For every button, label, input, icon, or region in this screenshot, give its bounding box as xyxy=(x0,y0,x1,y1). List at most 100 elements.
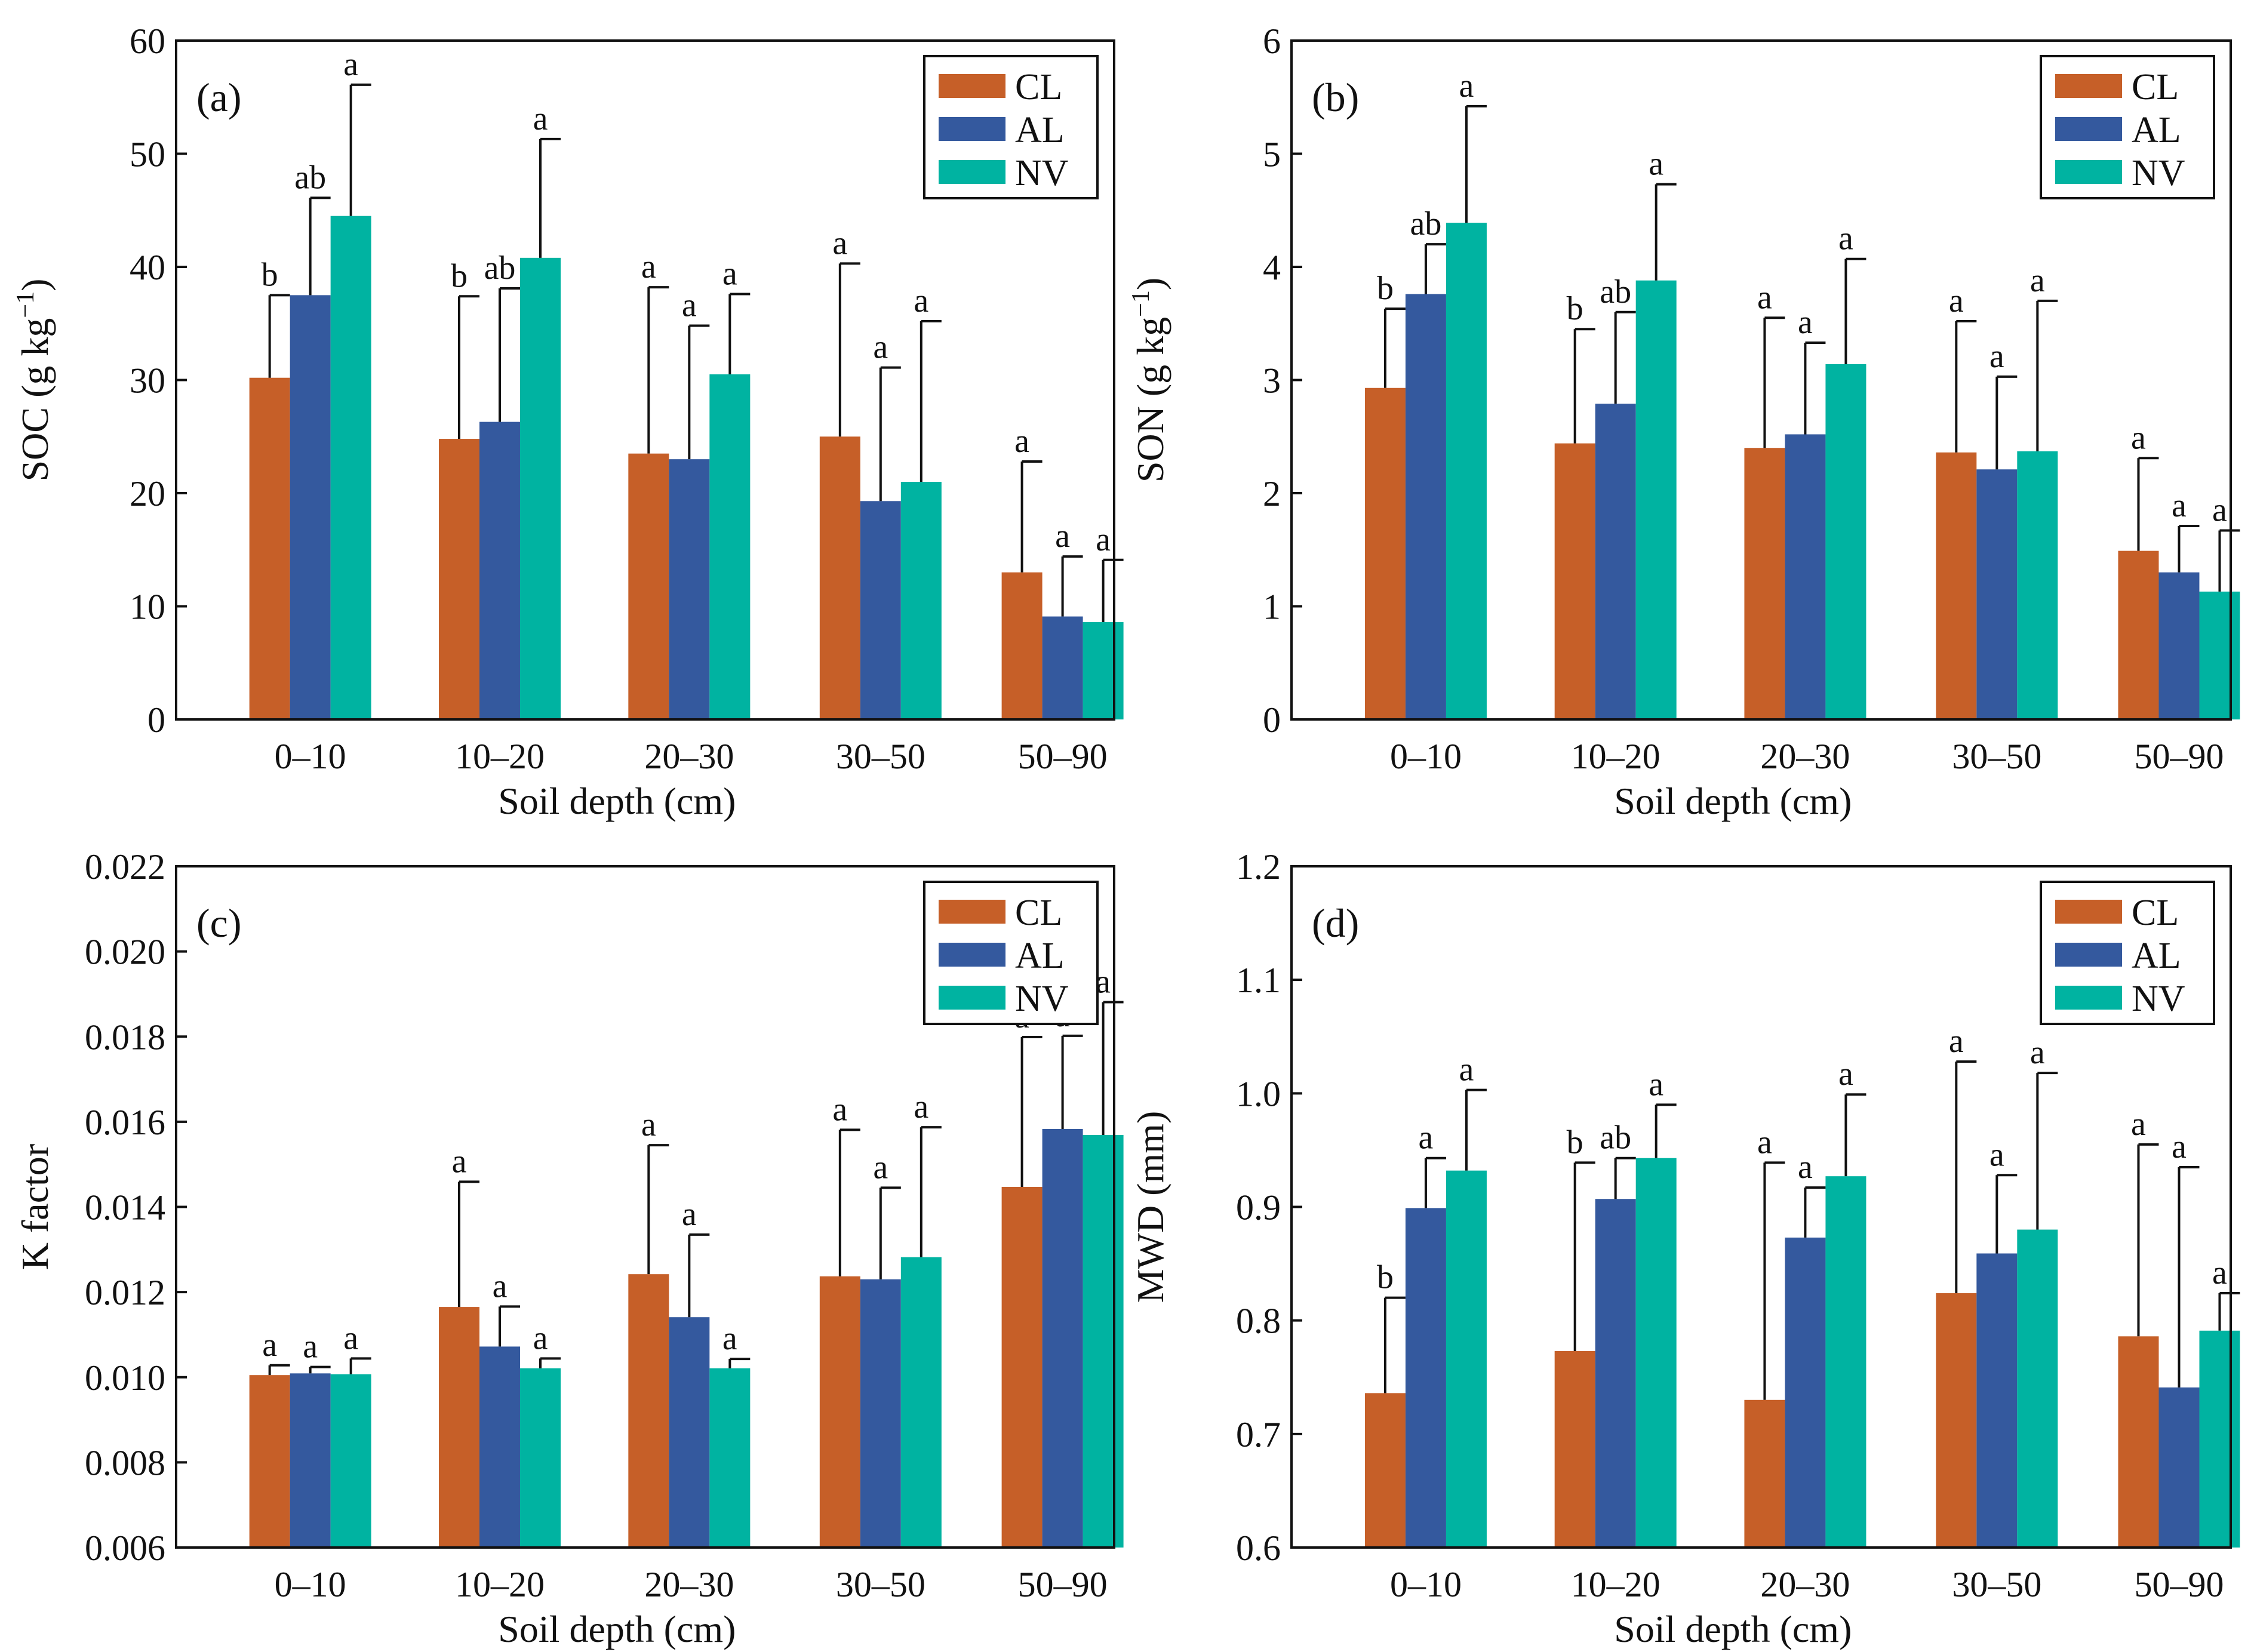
significance-letter: a xyxy=(1757,1124,1772,1161)
x-tick-label: 0–10 xyxy=(1390,737,1462,776)
significance-letter: a xyxy=(262,1327,277,1364)
y-tick-label: 0 xyxy=(147,700,165,740)
bar-NV-4 xyxy=(2199,591,2240,719)
bar-AL-2 xyxy=(1785,434,1826,719)
legend-swatch-AL xyxy=(2055,943,2122,967)
bar-NV-2 xyxy=(709,1368,751,1548)
significance-letter: ab xyxy=(294,159,326,196)
significance-letter: a xyxy=(1798,304,1813,341)
legend-swatch-NV xyxy=(2055,160,2122,184)
bar-AL-0 xyxy=(290,1373,331,1548)
bar-CL-2 xyxy=(628,1274,669,1548)
significance-letter: a xyxy=(2030,262,2045,299)
significance-letter: a xyxy=(452,1143,467,1180)
y-tick-label: 6 xyxy=(1263,21,1281,61)
bar-AL-4 xyxy=(2158,1387,2200,1548)
x-tick-label: 30–50 xyxy=(836,1565,925,1604)
bar-NV-2 xyxy=(709,374,751,719)
significance-letter: a xyxy=(1096,521,1111,558)
panel-c: aaaaaaaaaaaaaaa0.0060.0080.0100.0120.014… xyxy=(14,847,1124,1650)
y-axis-title: MWD (mm) xyxy=(1129,1111,1171,1303)
significance-letter: ab xyxy=(1410,205,1442,242)
bar-AL-2 xyxy=(669,459,710,719)
bar-NV-3 xyxy=(900,482,942,719)
y-tick-label: 3 xyxy=(1263,361,1281,401)
bar-CL-2 xyxy=(1744,448,1785,719)
legend-swatch-CL xyxy=(939,900,1005,924)
panel-label: (b) xyxy=(1312,75,1359,120)
significance-letter: a xyxy=(1459,67,1474,104)
bar-NV-0 xyxy=(1446,223,1487,720)
significance-letter: a xyxy=(1949,282,1964,319)
significance-letter: a xyxy=(682,287,697,324)
y-axis-title: K factor xyxy=(14,1144,56,1270)
significance-letter: b xyxy=(451,257,468,294)
significance-letter: a xyxy=(1798,1149,1813,1186)
legend-label-NV: NV xyxy=(2132,153,2185,193)
bar-AL-1 xyxy=(479,1346,520,1548)
bar-CL-4 xyxy=(1001,1186,1043,1548)
bar-NV-3 xyxy=(900,1257,942,1548)
legend-swatch-NV xyxy=(2055,986,2122,1010)
bar-AL-4 xyxy=(2158,572,2200,719)
significance-letter: ab xyxy=(1600,273,1631,310)
x-tick-label: 20–30 xyxy=(644,737,734,776)
significance-letter: a xyxy=(1838,1056,1853,1093)
significance-letter: ab xyxy=(484,250,516,287)
legend-label-AL: AL xyxy=(2132,110,2181,150)
bar-NV-4 xyxy=(1083,1134,1124,1548)
significance-letter: a xyxy=(1649,1066,1663,1103)
bar-NV-1 xyxy=(1635,1158,1677,1548)
y-tick-label: 0 xyxy=(1263,700,1281,740)
bar-CL-3 xyxy=(1936,1293,1977,1548)
significance-letter: a xyxy=(1989,1136,2004,1173)
bar-CL-1 xyxy=(1554,1351,1595,1548)
significance-letter: a xyxy=(533,1319,548,1356)
bar-NV-0 xyxy=(330,1374,371,1548)
y-tick-label: 50 xyxy=(130,135,165,174)
legend-label-AL: AL xyxy=(1015,110,1065,150)
significance-letter: a xyxy=(1649,146,1663,183)
legend-swatch-AL xyxy=(939,943,1005,967)
significance-letter: b xyxy=(262,256,278,293)
x-tick-label: 50–90 xyxy=(1018,737,1108,776)
significance-letter: a xyxy=(493,1268,508,1305)
y-tick-label: 0.7 xyxy=(1236,1415,1281,1454)
bar-NV-1 xyxy=(519,1368,561,1548)
panel-label: (c) xyxy=(196,900,241,946)
bar-CL-3 xyxy=(819,436,860,719)
bar-NV-2 xyxy=(1825,364,1866,719)
bar-AL-3 xyxy=(860,501,901,719)
bar-CL-4 xyxy=(2118,550,2159,719)
y-tick-label: 40 xyxy=(130,248,165,287)
bar-NV-3 xyxy=(2017,451,2058,719)
legend-swatch-CL xyxy=(2055,900,2122,924)
y-tick-label: 1.2 xyxy=(1236,847,1281,887)
y-axis-title: SOC (g kg−1) xyxy=(12,279,56,482)
bar-CL-0 xyxy=(1364,1393,1406,1548)
y-tick-label: 0.008 xyxy=(85,1443,165,1482)
bar-CL-2 xyxy=(1744,1399,1785,1548)
bar-NV-0 xyxy=(330,216,371,720)
legend-label-CL: CL xyxy=(1015,893,1062,933)
significance-letter: a xyxy=(832,1091,847,1128)
significance-letter: a xyxy=(873,329,888,366)
significance-letter: a xyxy=(343,46,358,83)
x-tick-label: 50–90 xyxy=(1018,1565,1108,1604)
y-tick-label: 0.9 xyxy=(1236,1188,1281,1228)
bar-CL-0 xyxy=(249,1375,290,1548)
y-tick-label: 0.014 xyxy=(85,1188,165,1228)
legend-swatch-CL xyxy=(2055,74,2122,98)
significance-letter: a xyxy=(873,1149,888,1186)
x-tick-label: 10–20 xyxy=(455,737,545,776)
significance-letter: a xyxy=(343,1319,358,1356)
x-tick-label: 30–50 xyxy=(1952,737,2041,776)
significance-letter: b xyxy=(1567,290,1583,327)
bar-AL-1 xyxy=(1595,1199,1636,1548)
x-tick-label: 30–50 xyxy=(1952,1565,2041,1604)
y-tick-label: 0.012 xyxy=(85,1273,165,1312)
legend-label-CL: CL xyxy=(1015,67,1062,107)
